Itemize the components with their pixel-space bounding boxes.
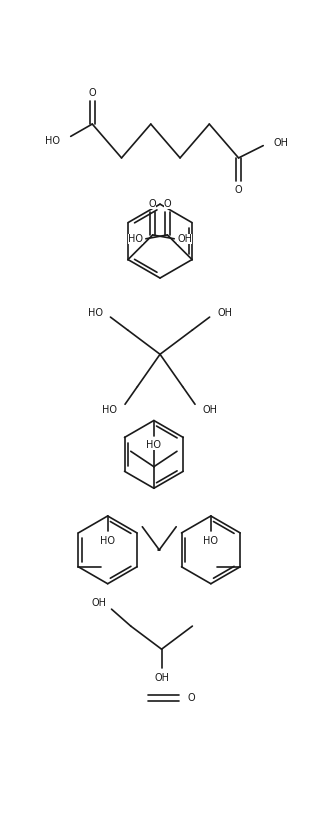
Text: HO: HO xyxy=(146,440,162,450)
Text: HO: HO xyxy=(100,536,115,546)
Text: O: O xyxy=(164,199,171,209)
Text: HO: HO xyxy=(128,233,143,244)
Text: OH: OH xyxy=(177,233,192,244)
Text: HO: HO xyxy=(102,405,117,415)
Text: HO: HO xyxy=(203,536,218,546)
Text: O: O xyxy=(235,185,242,196)
Text: OH: OH xyxy=(91,598,106,608)
Text: O: O xyxy=(149,199,156,209)
Text: O: O xyxy=(188,693,195,703)
Text: OH: OH xyxy=(154,672,169,683)
Text: OH: OH xyxy=(203,405,218,415)
Text: O: O xyxy=(89,88,96,99)
Text: HO: HO xyxy=(45,136,60,146)
Text: HO: HO xyxy=(88,308,103,318)
Text: OH: OH xyxy=(274,137,289,147)
Text: OH: OH xyxy=(217,308,232,318)
